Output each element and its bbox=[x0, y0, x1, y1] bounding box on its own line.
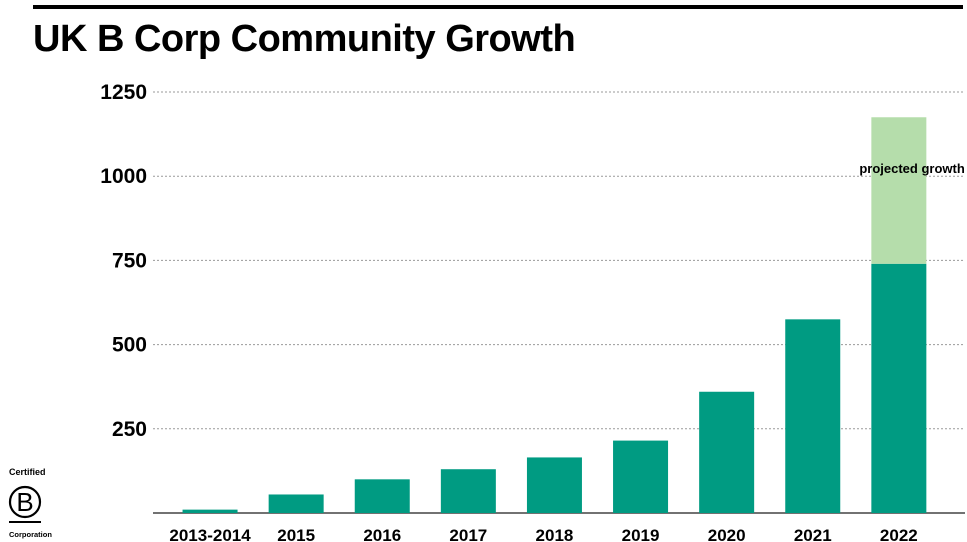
grid-lines bbox=[153, 91, 965, 514]
annotation-projected-growth: projected growth bbox=[859, 161, 965, 176]
y-tick-label: 1000 bbox=[100, 165, 147, 188]
logo-certified-text: Certified bbox=[9, 467, 46, 477]
bar-2016 bbox=[354, 479, 410, 513]
x-tick-label: 2013-2014 bbox=[169, 526, 251, 542]
b-corp-logo: Certified B Corporation bbox=[8, 467, 52, 539]
logo-circle bbox=[8, 485, 42, 519]
bar-2017 bbox=[440, 469, 496, 513]
logo-corporation-text: Corporation bbox=[9, 530, 52, 539]
y-tick-label: 750 bbox=[112, 249, 147, 272]
bar-2018 bbox=[526, 457, 582, 513]
annotations: projected growth bbox=[859, 161, 965, 176]
bar-2020 bbox=[699, 391, 755, 513]
x-tick-label: 2016 bbox=[363, 526, 401, 542]
logo-rule bbox=[9, 521, 41, 523]
chart-title: UK B Corp Community Growth bbox=[33, 18, 576, 60]
bar-2022 bbox=[871, 263, 927, 513]
x-tick-label: 2022 bbox=[880, 526, 918, 542]
x-tick-label: 2017 bbox=[449, 526, 487, 542]
x-axis-ticks: 2013-2014 2015 2016 2017 2018 2019 2020 2021 202… bbox=[169, 526, 917, 542]
bars bbox=[182, 117, 927, 513]
bar-2021 bbox=[785, 319, 841, 513]
x-tick-label: 2020 bbox=[708, 526, 746, 542]
y-axis-ticks: 250 500 750 1000 1250 bbox=[100, 81, 147, 441]
y-tick-label: 250 bbox=[112, 418, 147, 441]
y-tick-label: 1250 bbox=[100, 81, 147, 104]
bar-projected-2022 bbox=[871, 117, 927, 264]
title-rule bbox=[33, 5, 963, 9]
logo-b-letter: B bbox=[16, 487, 33, 517]
x-tick-label: 2021 bbox=[794, 526, 832, 542]
y-tick-label: 500 bbox=[112, 334, 147, 357]
bar-2013-2014 bbox=[182, 509, 238, 513]
x-tick-label: 2015 bbox=[277, 526, 315, 542]
bar-2019 bbox=[613, 440, 669, 513]
x-tick-label: 2019 bbox=[622, 526, 660, 542]
bar-2015 bbox=[268, 494, 324, 513]
x-tick-label: 2018 bbox=[536, 526, 574, 542]
